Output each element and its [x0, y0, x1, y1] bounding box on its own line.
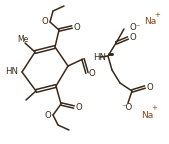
Text: Na: Na: [144, 18, 156, 26]
Text: HN: HN: [93, 53, 106, 61]
Text: O: O: [89, 70, 95, 78]
Text: +: +: [151, 105, 157, 111]
Text: O: O: [76, 103, 82, 111]
Text: O⁻: O⁻: [129, 22, 140, 32]
Text: O: O: [42, 17, 48, 25]
Text: O: O: [130, 34, 136, 42]
Text: O: O: [45, 111, 51, 121]
Text: Na: Na: [141, 110, 153, 120]
Text: ⁻O: ⁻O: [121, 104, 133, 112]
Text: Me: Me: [17, 36, 29, 44]
Text: +: +: [154, 12, 160, 18]
Text: HN: HN: [5, 68, 18, 76]
Text: O: O: [74, 22, 80, 32]
Text: O: O: [147, 83, 153, 91]
